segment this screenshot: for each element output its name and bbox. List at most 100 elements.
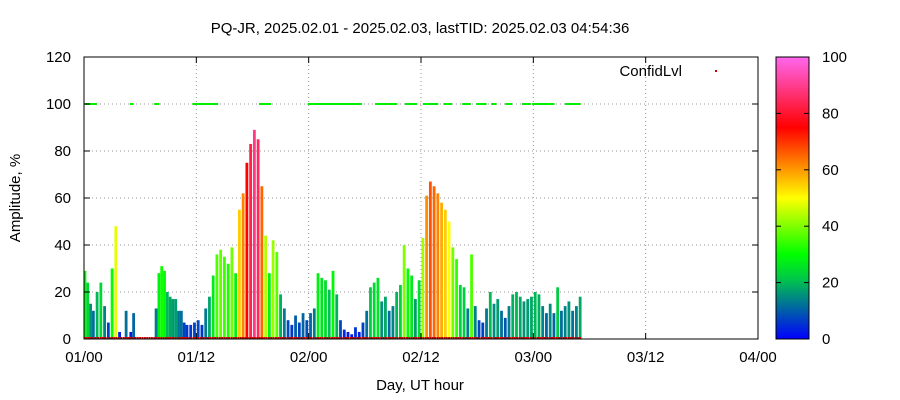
confidence-point-zero	[291, 337, 294, 339]
amplitude-bar	[264, 235, 268, 339]
confidence-point-zero	[560, 337, 563, 339]
y-axis-label: Amplitude, %	[7, 154, 24, 242]
confidence-point	[338, 103, 340, 105]
confidence-point	[155, 103, 158, 105]
confidence-point	[508, 103, 511, 105]
colorbar-tick-label: 20	[822, 275, 839, 292]
confidence-point-zero	[529, 337, 532, 339]
confidence-point-zero	[258, 337, 261, 339]
confidence-point-zero	[328, 337, 331, 339]
amplitude-bar	[533, 292, 537, 339]
x-tick-label: 04/00	[739, 349, 777, 366]
amplitude-bar	[354, 327, 357, 339]
confidence-point	[477, 103, 480, 105]
amplitude-bar	[567, 301, 571, 339]
x-tick-label: 03/12	[627, 349, 665, 366]
amplitude-bar	[189, 324, 193, 339]
amplitude-bar	[428, 181, 432, 339]
y-tick-label: 60	[54, 190, 71, 207]
amplitude-bar	[350, 334, 354, 339]
confidence-point-zero	[148, 337, 151, 339]
amplitude-bar	[560, 310, 563, 339]
confidence-point	[525, 103, 528, 105]
confidence-point-zero	[143, 337, 146, 339]
confidence-point-zero	[555, 337, 558, 339]
amplitude-bar	[95, 292, 99, 339]
amplitude-bar	[361, 322, 365, 339]
confidence-point-zero	[443, 337, 446, 339]
confidence-point	[216, 103, 219, 105]
amplitude-bar	[219, 249, 223, 339]
amplitude-bar	[406, 268, 410, 339]
amplitude-bar	[436, 193, 440, 339]
confidence-point-zero	[455, 337, 458, 339]
confidence-point-zero	[515, 337, 518, 339]
confidence-point-zero	[366, 337, 369, 339]
confidence-point-zero	[314, 337, 317, 339]
confidence-point-zero	[518, 337, 521, 339]
amplitude-bar	[114, 226, 118, 339]
confidence-point-zero	[164, 337, 167, 339]
confidence-point-zero	[242, 337, 245, 339]
x-tick-label: 01/00	[65, 349, 103, 366]
amplitude-bar	[305, 320, 309, 339]
confidence-point-zero	[153, 337, 156, 339]
confidence-point-zero	[340, 337, 343, 339]
amplitude-bar	[537, 294, 541, 339]
confidence-point	[375, 103, 378, 105]
confidence-point	[344, 103, 347, 105]
confidence-point-zero	[263, 337, 266, 339]
amplitude-bar	[241, 193, 245, 339]
confidence-point-zero	[359, 337, 362, 339]
confidence-point-zero	[342, 337, 345, 339]
confidence-point-zero	[389, 337, 392, 339]
confidence-point-zero	[520, 337, 523, 339]
confidence-point-zero	[324, 337, 327, 339]
amplitude-bar	[413, 299, 417, 339]
confidence-point	[129, 103, 132, 105]
confidence-point-zero	[356, 337, 359, 339]
confidence-point	[540, 103, 543, 105]
confidence-point-zero	[132, 337, 135, 339]
confidence-point	[195, 103, 198, 105]
amplitude-bar	[526, 299, 530, 339]
confidence-point-zero	[408, 337, 411, 339]
y-tick-label: 20	[54, 284, 71, 301]
confidence-point	[565, 103, 568, 105]
confidence-point-zero	[349, 337, 352, 339]
confidence-point-zero	[333, 337, 336, 339]
confidence-point-zero	[118, 337, 121, 339]
amplitude-bar	[237, 209, 241, 339]
confidence-point-zero	[136, 337, 139, 339]
confidence-point-zero	[539, 337, 542, 339]
confidence-point-zero	[97, 337, 100, 339]
amplitude-bar	[196, 320, 200, 339]
amplitude-bar	[443, 209, 447, 339]
confidence-point-zero	[256, 337, 259, 339]
confidence-point-zero	[185, 337, 188, 339]
confidence-point	[211, 103, 214, 105]
confidence-point-zero	[286, 337, 289, 339]
amplitude-bar	[177, 310, 180, 339]
legend-label: ConfidLvl	[619, 63, 682, 80]
confidence-point	[267, 103, 270, 105]
confidence-point-zero	[288, 337, 291, 339]
confidence-point-zero	[188, 337, 191, 339]
amplitude-bar	[578, 296, 582, 339]
confidence-point	[353, 103, 356, 105]
confidence-point	[537, 103, 540, 105]
amplitude-bar	[204, 308, 208, 339]
confidence-point	[307, 103, 310, 105]
amplitude-bar	[160, 266, 164, 339]
confidence-point	[348, 103, 351, 105]
confidence-point-zero	[92, 337, 95, 339]
confidence-point-zero	[211, 337, 214, 339]
confidence-point	[568, 103, 571, 105]
confidence-point-zero	[239, 337, 242, 339]
confidence-point	[206, 103, 208, 105]
confidence-point	[154, 103, 157, 105]
confidence-point-zero	[274, 337, 277, 339]
amplitude-bar	[410, 275, 414, 339]
confidence-point-zero	[232, 337, 235, 339]
amplitude-bar	[399, 284, 402, 339]
